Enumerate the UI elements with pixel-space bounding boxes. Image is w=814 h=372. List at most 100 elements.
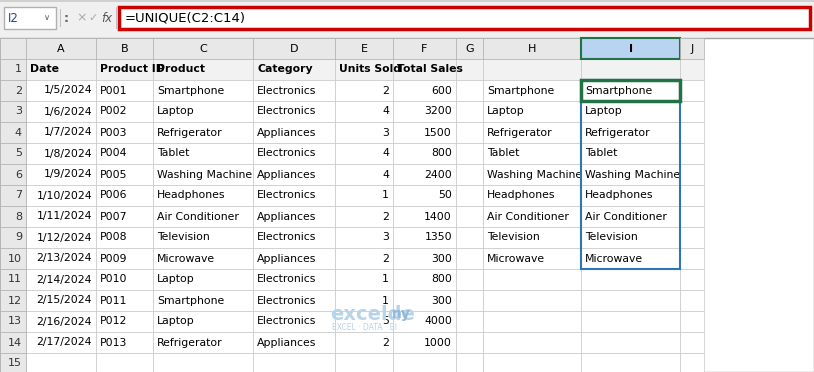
Text: A: A <box>57 44 65 54</box>
Text: E: E <box>361 44 367 54</box>
Text: 1/5/2024: 1/5/2024 <box>43 86 92 96</box>
Text: Electronics: Electronics <box>257 317 317 327</box>
Text: Television: Television <box>585 232 637 243</box>
Text: Electronics: Electronics <box>257 295 317 305</box>
Text: Product: Product <box>157 64 205 74</box>
Text: 4000: 4000 <box>424 317 452 327</box>
Text: Appliances: Appliances <box>257 253 317 263</box>
Text: Air Conditioner: Air Conditioner <box>157 212 239 221</box>
Text: P003: P003 <box>100 128 128 138</box>
Text: Microwave: Microwave <box>487 253 545 263</box>
Text: 3: 3 <box>15 106 22 116</box>
Text: Tablet: Tablet <box>585 148 617 158</box>
Text: Washing Machine: Washing Machine <box>157 170 252 180</box>
Text: 2: 2 <box>382 253 389 263</box>
Text: Electronics: Electronics <box>257 148 317 158</box>
Text: Refrigerator: Refrigerator <box>157 337 222 347</box>
Text: Tablet: Tablet <box>487 148 519 158</box>
Text: 2: 2 <box>382 86 389 96</box>
Text: Electronics: Electronics <box>257 190 317 201</box>
Text: 4: 4 <box>382 148 389 158</box>
Text: Smartphone: Smartphone <box>157 295 224 305</box>
Text: ny: ny <box>392 307 411 321</box>
Text: 2400: 2400 <box>424 170 452 180</box>
Text: Total Sales: Total Sales <box>397 64 463 74</box>
Text: 1/7/2024: 1/7/2024 <box>43 128 92 138</box>
Text: 14: 14 <box>8 337 22 347</box>
Text: Product ID: Product ID <box>100 64 165 74</box>
Text: P010: P010 <box>100 275 128 285</box>
Text: Microwave: Microwave <box>585 253 643 263</box>
Text: 1/12/2024: 1/12/2024 <box>37 232 92 243</box>
Text: P009: P009 <box>100 253 128 263</box>
Text: EXCEL · DATA · BI: EXCEL · DATA · BI <box>332 324 397 333</box>
Text: 2/16/2024: 2/16/2024 <box>37 317 92 327</box>
Text: =UNIQUE(C2:C14): =UNIQUE(C2:C14) <box>125 12 246 25</box>
Text: Refrigerator: Refrigerator <box>487 128 553 138</box>
Text: H: H <box>527 44 536 54</box>
Text: ×: × <box>76 12 86 25</box>
Text: 1: 1 <box>382 190 389 201</box>
Text: 4: 4 <box>382 106 389 116</box>
Text: 1/6/2024: 1/6/2024 <box>43 106 92 116</box>
Text: Laptop: Laptop <box>487 106 525 116</box>
Text: 1/11/2024: 1/11/2024 <box>37 212 92 221</box>
Text: Television: Television <box>487 232 540 243</box>
Text: 10: 10 <box>8 253 22 263</box>
Text: 3: 3 <box>382 232 389 243</box>
Text: Washing Machine: Washing Machine <box>585 170 681 180</box>
Text: 1500: 1500 <box>424 128 452 138</box>
Text: P011: P011 <box>100 295 127 305</box>
Text: 3200: 3200 <box>424 106 452 116</box>
Text: 1000: 1000 <box>424 337 452 347</box>
Text: P004: P004 <box>100 148 128 158</box>
Text: F: F <box>422 44 427 54</box>
Text: D: D <box>290 44 298 54</box>
Text: 4: 4 <box>15 128 22 138</box>
Text: Appliances: Appliances <box>257 212 317 221</box>
Text: 4: 4 <box>382 170 389 180</box>
Text: J: J <box>690 44 694 54</box>
Text: fx: fx <box>101 12 112 25</box>
Text: 8: 8 <box>15 212 22 221</box>
Text: P005: P005 <box>100 170 128 180</box>
Text: 1/9/2024: 1/9/2024 <box>43 170 92 180</box>
Text: Headphones: Headphones <box>585 190 654 201</box>
Text: Smartphone: Smartphone <box>585 86 652 96</box>
Text: Electronics: Electronics <box>257 232 317 243</box>
Text: ✓: ✓ <box>88 13 98 23</box>
Text: 1: 1 <box>382 295 389 305</box>
Text: B: B <box>120 44 129 54</box>
Text: I2: I2 <box>8 12 19 25</box>
Text: 300: 300 <box>431 295 452 305</box>
Text: 1350: 1350 <box>424 232 452 243</box>
Text: excelde: excelde <box>330 305 415 324</box>
Text: 1: 1 <box>382 275 389 285</box>
Text: Air Conditioner: Air Conditioner <box>487 212 569 221</box>
Text: P001: P001 <box>100 86 128 96</box>
Text: 600: 600 <box>431 86 452 96</box>
Text: Smartphone: Smartphone <box>157 86 224 96</box>
Text: Laptop: Laptop <box>157 106 195 116</box>
Text: 2/17/2024: 2/17/2024 <box>37 337 92 347</box>
Text: Electronics: Electronics <box>257 106 317 116</box>
Text: 13: 13 <box>8 317 22 327</box>
Text: Laptop: Laptop <box>157 317 195 327</box>
Text: 5: 5 <box>382 317 389 327</box>
Text: Refrigerator: Refrigerator <box>157 128 222 138</box>
Text: Headphones: Headphones <box>157 190 225 201</box>
Text: 3: 3 <box>382 128 389 138</box>
Text: C: C <box>199 44 207 54</box>
Text: P006: P006 <box>100 190 128 201</box>
Text: Laptop: Laptop <box>585 106 623 116</box>
Text: 2/15/2024: 2/15/2024 <box>37 295 92 305</box>
Text: Microwave: Microwave <box>157 253 215 263</box>
Text: 2: 2 <box>15 86 22 96</box>
Polygon shape <box>18 48 25 56</box>
Text: Headphones: Headphones <box>487 190 555 201</box>
Text: Smartphone: Smartphone <box>487 86 554 96</box>
Text: 1/8/2024: 1/8/2024 <box>43 148 92 158</box>
Text: Appliances: Appliances <box>257 128 317 138</box>
Text: 2/13/2024: 2/13/2024 <box>37 253 92 263</box>
Text: 50: 50 <box>438 190 452 201</box>
